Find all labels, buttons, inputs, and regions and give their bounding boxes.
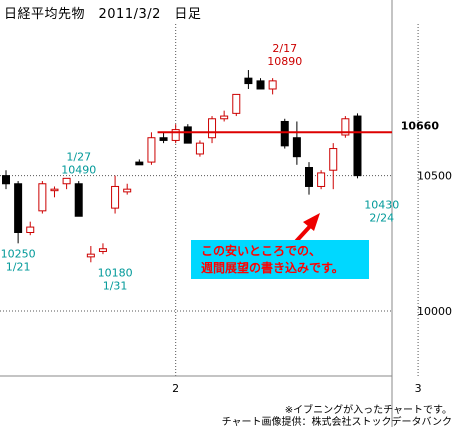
credit-line-1: ※イブニングが入ったチャートです。	[284, 405, 452, 416]
candle-body	[305, 167, 313, 187]
callout-box: この安いところでの、 週間展望の書き込みです。	[191, 240, 369, 279]
callout-line-1: この安いところでの、	[201, 244, 322, 258]
price-annotation: 10430	[364, 199, 399, 212]
candle-body	[38, 183, 47, 212]
candle-body	[208, 118, 217, 139]
candle-body	[171, 129, 180, 141]
candle-body	[147, 137, 156, 163]
y-tick-label: 10000	[417, 305, 452, 318]
price-annotation: 1/21	[6, 260, 31, 273]
candle-body	[74, 183, 83, 217]
candle-body	[292, 137, 301, 158]
candle-body	[50, 188, 59, 192]
x-tick-label: 2	[172, 382, 179, 395]
price-annotation: 1/27	[66, 150, 91, 163]
resistance-line-layer: 10660	[157, 119, 440, 134]
candle-body	[14, 183, 23, 233]
candle-body	[353, 115, 362, 177]
candle-body	[220, 115, 229, 120]
candle-body	[183, 126, 192, 144]
candle-body	[159, 137, 168, 141]
y-tick-label: 10500	[417, 170, 452, 183]
price-annotation: 2/17	[272, 42, 297, 55]
candle-body	[256, 80, 265, 90]
price-annotation: 10490	[61, 163, 96, 176]
price-annotation: 10180	[98, 266, 133, 279]
callout-arrow-head	[303, 213, 320, 231]
candle-body	[317, 172, 326, 187]
candle-body	[62, 177, 71, 185]
candle-body	[26, 226, 35, 233]
candle-body	[86, 253, 95, 258]
credit-line-2: チャート画像提供：株式会社ストックデータバンク	[221, 417, 452, 428]
resistance-line-label: 10660	[401, 119, 440, 132]
candle-body	[135, 161, 144, 166]
candle-body	[280, 120, 289, 147]
axis-labels-layer: 10000 10500 2 3	[172, 170, 452, 395]
candle-body	[329, 148, 338, 171]
candle-body	[232, 93, 241, 114]
candle-body	[244, 77, 253, 85]
candle-body	[123, 188, 132, 193]
chart-title: 日経平均先物 2011/3/2 日足	[4, 7, 202, 22]
x-tick-label: 3	[415, 382, 422, 395]
callout-line-2: 週間展望の書き込みです。	[201, 261, 344, 275]
candle-body	[98, 248, 107, 252]
price-annotation: 1/31	[103, 279, 128, 292]
candles-layer	[2, 70, 362, 263]
price-annotation: 2/24	[369, 212, 394, 225]
candle-body	[111, 185, 120, 209]
candle-body	[341, 118, 350, 136]
candle-body	[268, 80, 277, 90]
price-annotation: 10250	[1, 247, 36, 260]
candle-body	[195, 142, 204, 155]
price-annotation: 10890	[267, 55, 302, 68]
grid-lines	[0, 0, 419, 427]
candle-body	[2, 175, 10, 185]
